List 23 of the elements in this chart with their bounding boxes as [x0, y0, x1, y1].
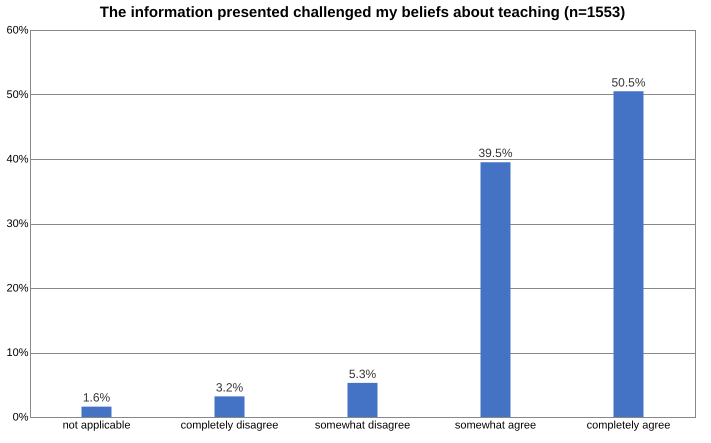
bar [82, 406, 112, 417]
x-tick-label: somewhat agree [454, 420, 536, 432]
y-tick-label: 0% [12, 412, 29, 424]
y-tick-label: 10% [6, 347, 29, 359]
y-tick-label: 30% [6, 218, 29, 230]
bar [480, 162, 510, 417]
data-label: 39.5% [478, 146, 513, 160]
data-label: 5.3% [348, 366, 376, 381]
bar [214, 396, 244, 417]
y-tick-label: 60% [6, 24, 29, 36]
y-tick-label: 20% [6, 282, 29, 294]
x-tick-label: completely disagree [180, 420, 278, 432]
chart-title: The information presented challenged my beliefs about teaching (n=1553) [100, 4, 626, 21]
x-tick-label: completely agree [586, 420, 670, 432]
data-label: 1.6% [82, 390, 110, 405]
bar [614, 91, 644, 417]
y-tick-label: 40% [6, 154, 29, 166]
x-tick-label: somewhat disagree [314, 420, 410, 432]
x-tick-label: not applicable [62, 420, 130, 432]
data-label: 50.5% [611, 75, 646, 90]
y-tick-label: 50% [6, 89, 29, 101]
data-label: 3.2% [216, 380, 244, 394]
bar [348, 382, 378, 417]
